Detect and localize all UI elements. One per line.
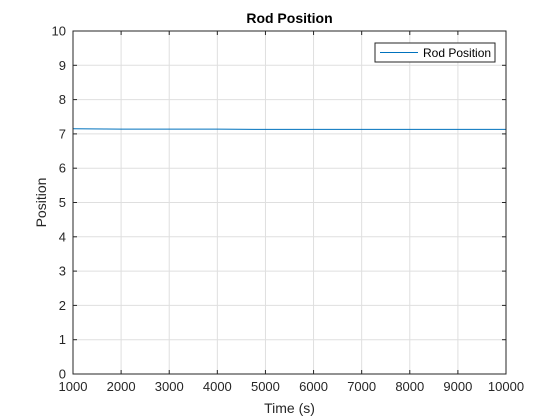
y-tick-label: 10 [52,24,66,39]
x-tick-label: 1000 [59,379,88,394]
x-tick-label: 10000 [488,379,524,394]
x-tick-label: 9000 [443,379,472,394]
y-tick-label: 7 [59,126,66,141]
x-axis-title: Time (s) [264,400,315,416]
x-tick-label: 4000 [203,379,232,394]
legend-label-rod-position: Rod Position [423,46,491,60]
x-tick-label: 8000 [395,379,424,394]
x-tick-label: 5000 [251,379,280,394]
y-tick-label: 8 [59,92,66,107]
x-tick-label: 7000 [347,379,376,394]
y-tick-label: 6 [59,161,66,176]
y-tick-label: 5 [59,195,66,210]
x-tick-label: 6000 [299,379,328,394]
y-axis-title: Position [33,178,49,228]
series-line-rod-position [72,128,506,130]
y-tick-label: 2 [59,298,66,313]
y-tick-label: 0 [59,367,66,382]
y-tick-label: 1 [59,332,66,347]
x-tick-label: 2000 [107,379,136,394]
y-tick-label: 3 [59,264,66,279]
x-tick-label: 3000 [155,379,184,394]
chart-title: Rod Position [246,10,332,26]
legend: Rod Position [374,42,496,63]
axis-ticks [72,30,507,375]
tick-labels: 1000 2000 3000 4000 5000 6000 7000 8000 9000 1000… [52,24,525,395]
series-lines [72,128,506,130]
y-tick-label: 4 [59,229,66,244]
y-tick-label: 9 [59,58,66,73]
grid-lines [72,30,507,375]
legend-box [374,42,496,63]
